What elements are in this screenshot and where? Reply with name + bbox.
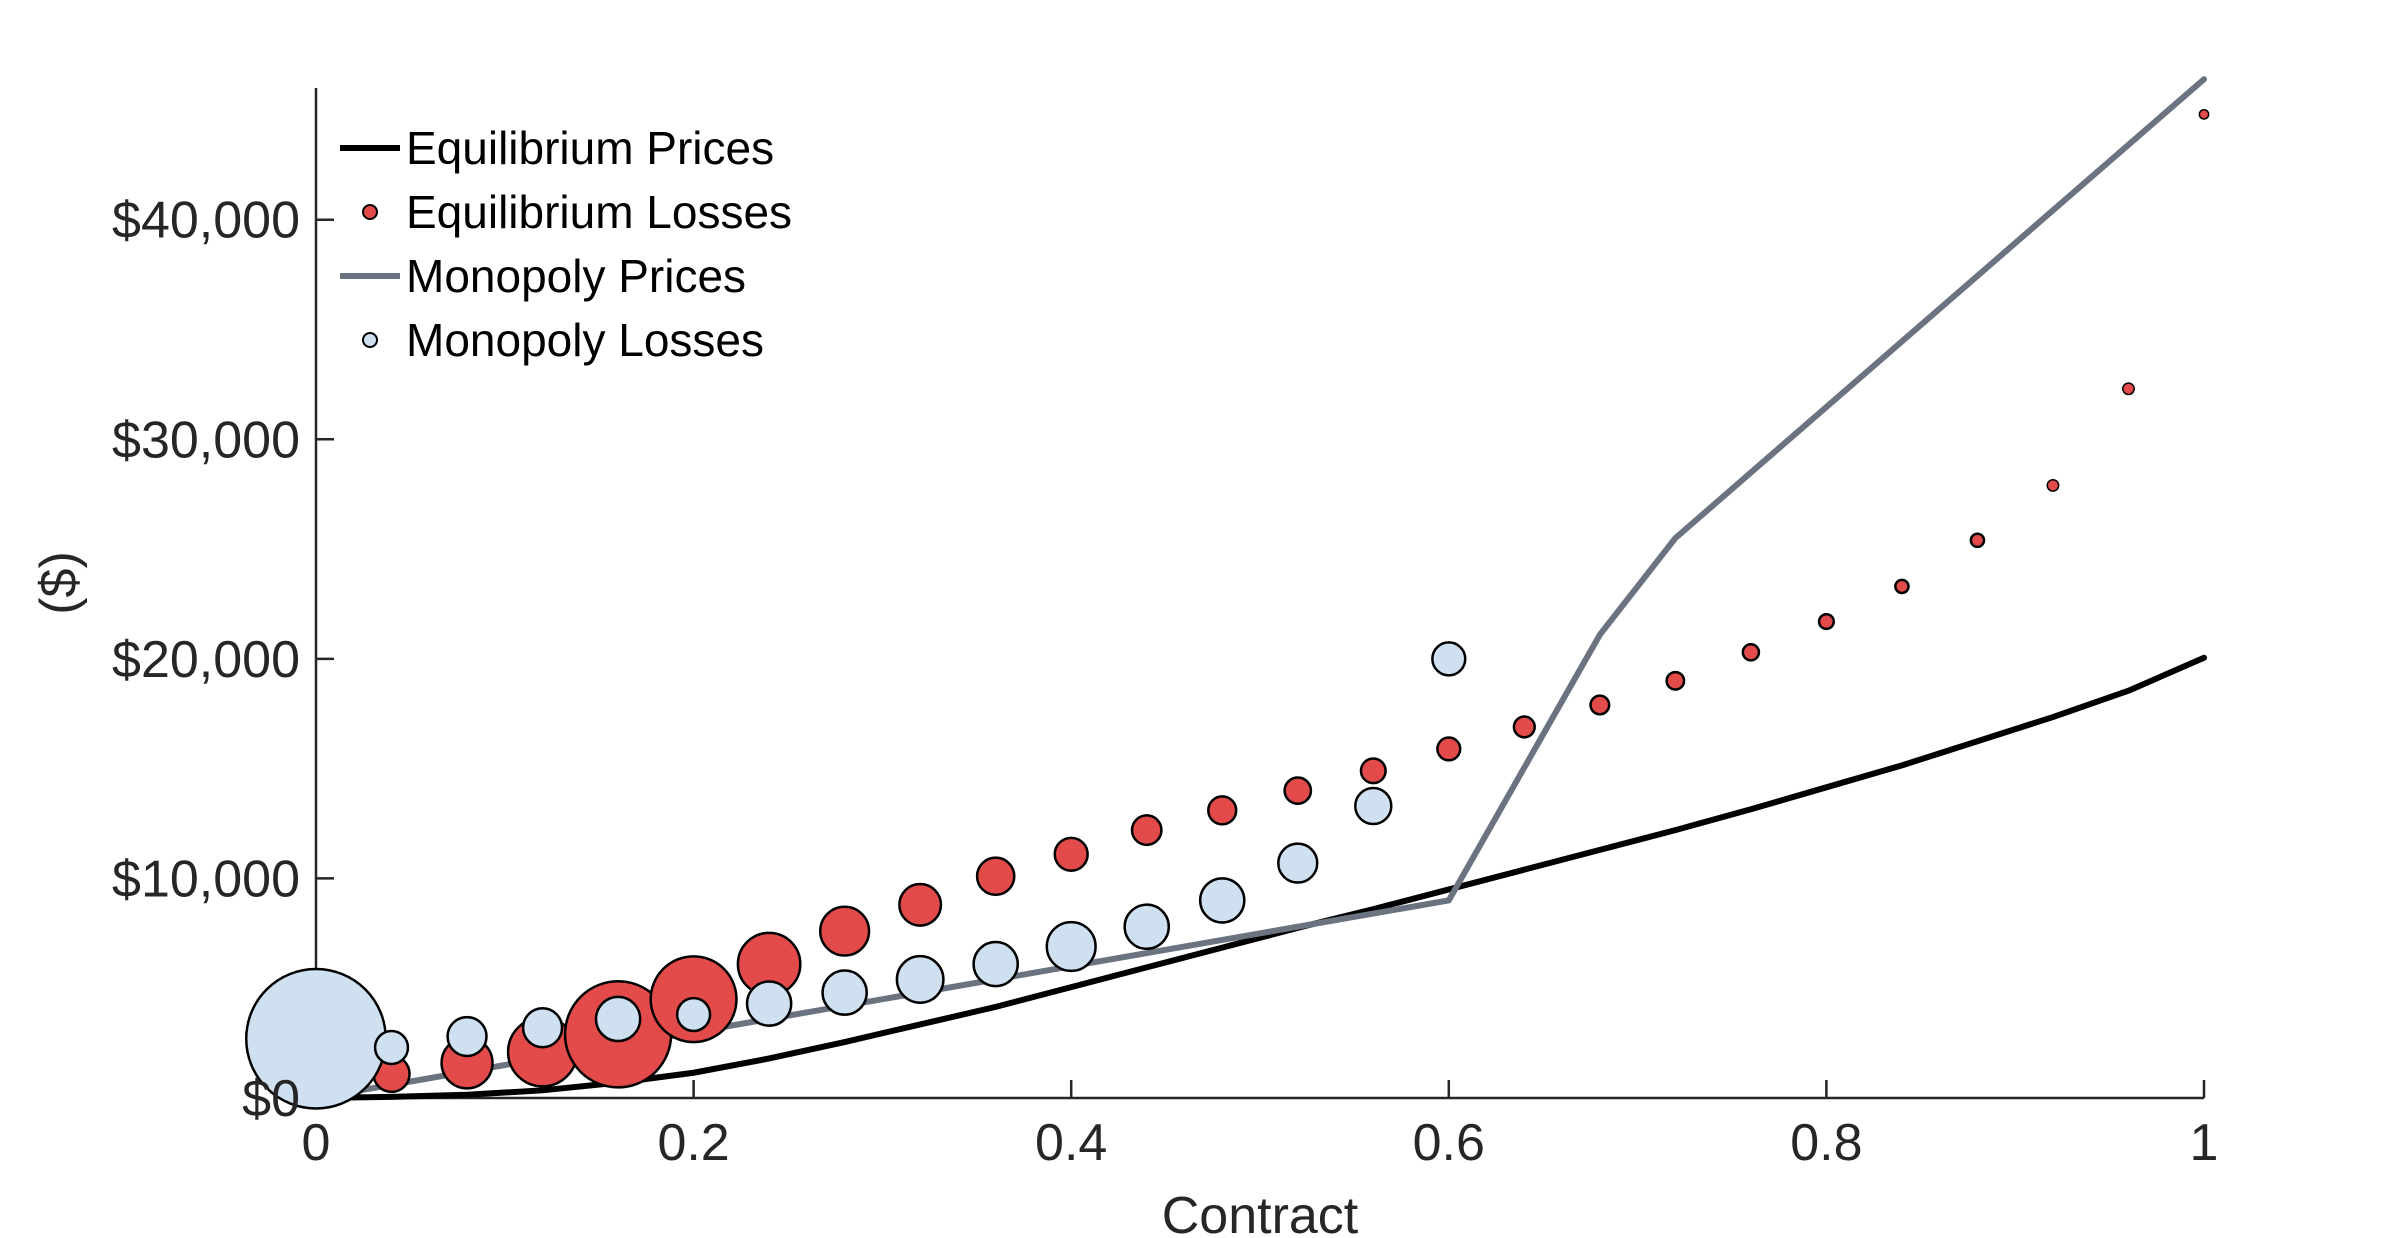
monopoly-losses-point (972, 940, 1019, 988)
equilibrium-losses-point (1130, 814, 1163, 847)
legend-label: Equilibrium Prices (406, 122, 774, 174)
y-axis-label: ($) (30, 551, 88, 615)
equilibrium-losses-point (898, 882, 943, 927)
equilibrium-losses-point (2198, 108, 2210, 120)
equilibrium-losses-point (1589, 694, 1611, 716)
y-tick-label: $20,000 (112, 631, 300, 689)
y-tick-label: $40,000 (112, 192, 300, 250)
legend-item-monopoly-prices: Monopoly Prices (340, 250, 746, 302)
monopoly-losses-point (1198, 877, 1246, 924)
y-tick-label: $30,000 (112, 411, 300, 469)
monopoly-losses-point (521, 1007, 564, 1049)
legend-item-equilibrium-losses: Equilibrium Losses (362, 186, 792, 238)
legend-item-equilibrium-prices: Equilibrium Prices (340, 122, 774, 174)
monopoly-losses-point (1277, 842, 1319, 884)
equilibrium-losses-point (1817, 612, 1836, 631)
equilibrium-losses-point (2122, 382, 2135, 396)
monopoly-losses-point (1045, 920, 1097, 973)
equilibrium-losses-point (1512, 715, 1536, 739)
equilibrium-losses-point (1741, 642, 1761, 662)
equilibrium-losses-point (1207, 795, 1238, 826)
x-tick-label: 0.6 (1413, 1114, 1485, 1172)
legend-label: Equilibrium Losses (406, 186, 792, 238)
y-tick-label: $0 (242, 1070, 300, 1128)
legend-item-monopoly-losses: Monopoly Losses (362, 314, 764, 366)
x-tick-label: 0 (302, 1114, 331, 1172)
monopoly-losses-point (821, 969, 868, 1016)
equilibrium-losses-point (1053, 836, 1089, 872)
x-axis-label: Contract (1162, 1187, 1359, 1238)
y-tick-label: $10,000 (112, 850, 300, 908)
equilibrium-losses-point (818, 905, 871, 957)
legend: Equilibrium Prices Equilibrium Losses Mono… (340, 122, 792, 366)
equilibrium-losses-point (2046, 478, 2060, 492)
legend-swatch-marker (362, 204, 378, 220)
monopoly-losses-point (675, 996, 712, 1033)
equilibrium-losses-point (975, 856, 1016, 897)
monopoly-losses-point (1354, 786, 1393, 826)
legend-swatch-marker (362, 332, 378, 348)
equilibrium-losses-point (1665, 670, 1686, 691)
equilibrium-losses-point (1969, 532, 1986, 549)
equilibrium-losses-point (1436, 736, 1462, 762)
series-bubbles (244, 108, 2210, 1110)
equilibrium-losses-point (1894, 578, 1910, 595)
x-tick-label: 0.4 (1035, 1114, 1107, 1172)
x-tick-label: 0.8 (1790, 1114, 1862, 1172)
tick-labels: 0 0.2 0.4 0.6 0.8 1 $0 $10,000 $20,000 $30,000 $40… (112, 192, 2218, 1172)
monopoly-losses-point (895, 954, 945, 1004)
legend-label: Monopoly Prices (406, 250, 746, 302)
monopoly-losses-point (1123, 903, 1171, 951)
axes (314, 88, 2206, 1100)
monopoly-losses-point (1431, 641, 1467, 677)
legend-label: Monopoly Losses (406, 314, 764, 366)
monopoly-losses-point (446, 1015, 488, 1058)
x-tick-label: 0.2 (657, 1114, 729, 1172)
monopoly-losses-point (745, 980, 793, 1027)
equilibrium-losses-point (1359, 757, 1387, 785)
monopoly-losses-point (594, 995, 642, 1043)
x-tick-label: 1 (2190, 1114, 2219, 1172)
monopoly-losses-point (373, 1029, 410, 1066)
equilibrium-losses-point (1283, 776, 1313, 806)
